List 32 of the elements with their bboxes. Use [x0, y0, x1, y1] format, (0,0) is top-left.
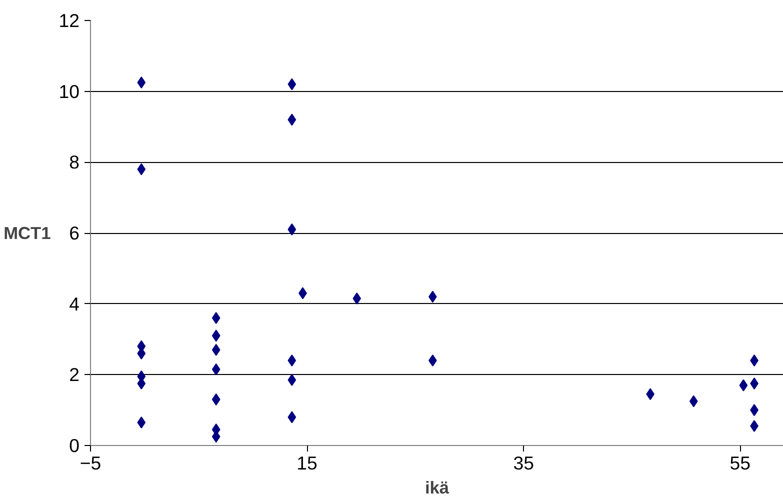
point — [137, 76, 146, 88]
x-tick-label: 35 — [513, 452, 534, 474]
point — [288, 354, 296, 366]
y-axis-title: MCT1 — [4, 223, 52, 243]
point — [288, 78, 296, 90]
point — [137, 416, 146, 428]
x-axis-title: ikä — [424, 478, 450, 498]
point — [750, 354, 758, 366]
point — [212, 344, 220, 356]
y-tick-label: 6 — [69, 222, 80, 244]
point — [428, 354, 437, 366]
x-tick-label: 15 — [296, 452, 318, 474]
point — [288, 114, 296, 126]
point — [212, 330, 220, 342]
y-tick-label: 4 — [69, 293, 80, 314]
point — [288, 223, 296, 236]
point — [212, 393, 220, 406]
y-tick-label: 10 — [58, 80, 80, 102]
y-tick-label: 2 — [69, 364, 80, 386]
x-tick-label: −5 — [80, 452, 102, 474]
y-tick-label: 0 — [69, 435, 80, 456]
y-tick-label: 8 — [69, 152, 80, 173]
point — [137, 163, 146, 176]
point — [689, 395, 698, 408]
x-tick-label: 55 — [730, 452, 751, 474]
y-tick-label: 12 — [58, 10, 80, 31]
point — [352, 292, 362, 305]
point — [212, 312, 220, 324]
point — [212, 363, 220, 376]
point — [739, 379, 748, 392]
point — [288, 411, 296, 424]
point — [288, 374, 296, 386]
